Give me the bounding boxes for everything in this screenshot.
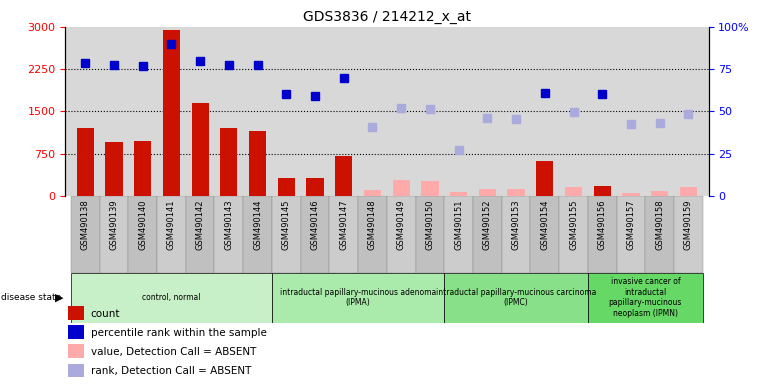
Bar bbox=[68, 325, 84, 339]
Bar bbox=[68, 306, 84, 320]
Text: disease state: disease state bbox=[1, 293, 61, 302]
Bar bbox=[588, 273, 703, 323]
Text: GSM490147: GSM490147 bbox=[339, 200, 349, 250]
Bar bbox=[336, 156, 352, 196]
Bar bbox=[157, 196, 185, 273]
Bar bbox=[444, 196, 473, 273]
Bar bbox=[645, 196, 674, 273]
Text: percentile rank within the sample: percentile rank within the sample bbox=[91, 328, 267, 338]
Text: control, normal: control, normal bbox=[142, 293, 201, 302]
Bar bbox=[272, 196, 301, 273]
Text: GSM490152: GSM490152 bbox=[483, 200, 492, 250]
Bar bbox=[163, 30, 180, 196]
Text: intraductal papillary-mucinous adenoma
(IPMA): intraductal papillary-mucinous adenoma (… bbox=[280, 288, 436, 307]
Text: GSM490154: GSM490154 bbox=[540, 200, 549, 250]
Title: GDS3836 / 214212_x_at: GDS3836 / 214212_x_at bbox=[303, 10, 471, 25]
Bar bbox=[479, 189, 496, 196]
Text: GSM490153: GSM490153 bbox=[512, 200, 521, 250]
Bar bbox=[129, 196, 157, 273]
Bar bbox=[278, 178, 295, 196]
Bar bbox=[300, 196, 329, 273]
Bar bbox=[421, 181, 438, 196]
Bar bbox=[71, 196, 100, 273]
Bar bbox=[473, 196, 502, 273]
Bar bbox=[508, 189, 525, 196]
Bar bbox=[214, 196, 244, 273]
Text: ▶: ▶ bbox=[55, 293, 64, 303]
Text: value, Detection Call = ABSENT: value, Detection Call = ABSENT bbox=[91, 347, 256, 357]
Bar bbox=[244, 196, 272, 273]
Text: GSM490150: GSM490150 bbox=[425, 200, 434, 250]
Bar bbox=[559, 196, 588, 273]
Bar bbox=[502, 196, 531, 273]
Bar bbox=[68, 344, 84, 358]
Bar bbox=[617, 196, 645, 273]
Text: GSM490144: GSM490144 bbox=[253, 200, 262, 250]
Bar bbox=[444, 273, 588, 323]
Bar bbox=[249, 131, 267, 196]
Text: GSM490142: GSM490142 bbox=[195, 200, 205, 250]
Bar bbox=[68, 364, 84, 377]
Text: GSM490145: GSM490145 bbox=[282, 200, 291, 250]
Bar bbox=[594, 186, 611, 196]
Text: count: count bbox=[91, 309, 120, 319]
Bar bbox=[100, 196, 129, 273]
Bar bbox=[680, 187, 697, 196]
Bar bbox=[329, 196, 358, 273]
Bar bbox=[531, 196, 559, 273]
Bar bbox=[651, 191, 668, 196]
Text: GSM490159: GSM490159 bbox=[684, 200, 693, 250]
Bar bbox=[185, 196, 214, 273]
Text: GSM490155: GSM490155 bbox=[569, 200, 578, 250]
Bar bbox=[71, 273, 272, 323]
Text: GSM490138: GSM490138 bbox=[80, 200, 90, 250]
Text: GSM490139: GSM490139 bbox=[110, 200, 119, 250]
Bar bbox=[221, 128, 237, 196]
Bar bbox=[387, 196, 416, 273]
Text: GSM490143: GSM490143 bbox=[224, 200, 234, 250]
Bar bbox=[272, 273, 444, 323]
Text: GSM490146: GSM490146 bbox=[310, 200, 319, 250]
Text: GSM490141: GSM490141 bbox=[167, 200, 176, 250]
Bar bbox=[416, 196, 444, 273]
Text: rank, Detection Call = ABSENT: rank, Detection Call = ABSENT bbox=[91, 366, 251, 376]
Text: GSM490140: GSM490140 bbox=[138, 200, 147, 250]
Bar bbox=[106, 142, 123, 196]
Bar bbox=[134, 141, 152, 196]
Bar bbox=[192, 103, 208, 196]
Text: GSM490149: GSM490149 bbox=[397, 200, 406, 250]
Text: GSM490148: GSM490148 bbox=[368, 200, 377, 250]
Bar bbox=[674, 196, 703, 273]
Bar bbox=[450, 192, 467, 196]
Bar bbox=[565, 187, 582, 196]
Text: invasive cancer of
intraductal
papillary-mucinous
neoplasm (IPMN): invasive cancer of intraductal papillary… bbox=[609, 278, 682, 318]
Text: GSM490151: GSM490151 bbox=[454, 200, 463, 250]
Bar bbox=[306, 179, 323, 196]
Bar bbox=[622, 193, 640, 196]
Bar bbox=[536, 161, 553, 196]
Bar bbox=[588, 196, 617, 273]
Text: intraductal papillary-mucinous carcinoma
(IPMC): intraductal papillary-mucinous carcinoma… bbox=[436, 288, 596, 307]
Bar bbox=[77, 128, 93, 196]
Text: GSM490158: GSM490158 bbox=[655, 200, 664, 250]
Text: GSM490157: GSM490157 bbox=[627, 200, 636, 250]
Bar bbox=[364, 190, 381, 196]
Bar bbox=[393, 180, 410, 196]
Bar bbox=[358, 196, 387, 273]
Text: GSM490156: GSM490156 bbox=[597, 200, 607, 250]
